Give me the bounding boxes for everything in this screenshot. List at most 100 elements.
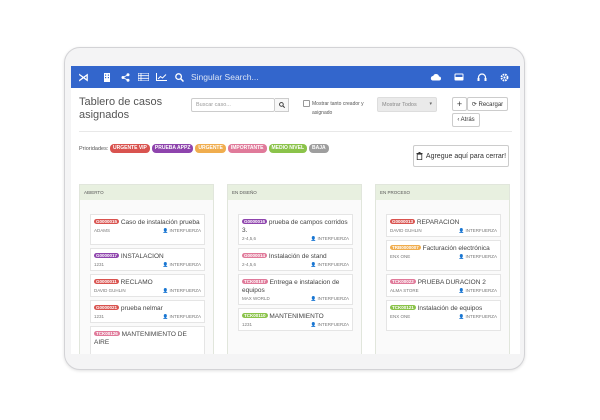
- case-title: Facturación electrónica: [422, 245, 490, 252]
- case-client: 1231: [94, 262, 105, 267]
- global-search-input[interactable]: Singular Search...: [191, 72, 259, 82]
- building-icon[interactable]: [98, 66, 116, 88]
- case-footer: ENX ONE 👤 INTERFUERZA: [387, 313, 500, 322]
- user-icon: 👤: [458, 288, 465, 293]
- user-icon: 👤: [162, 288, 169, 293]
- case-footer: 2-4,5,6 👤 INTERFUERZA: [239, 235, 352, 244]
- inbox-icon[interactable]: [447, 66, 470, 88]
- show-creator-label: Mostrar tanto creador y asignado: [312, 101, 364, 116]
- case-footer: DAVID GUHLIN 👤 INTERFUERZA: [91, 287, 204, 296]
- case-title-line: TRB0000007 Facturación electrónica: [387, 241, 500, 253]
- case-assignee: 👤 INTERFUERZA: [163, 228, 201, 234]
- page-title: Tablero de casos asignados: [79, 96, 163, 121]
- case-card[interactable]: TCK00121 Instalación de equipos ENX ONE …: [386, 300, 501, 331]
- case-assignee: 👤 INTERFUERZA: [311, 296, 349, 302]
- case-assignee: 👤 INTERFUERZA: [459, 254, 497, 260]
- priority-badge-urgente-vip: URGENTE VIP: [110, 144, 150, 153]
- case-title-line: G0000017 INSTALACION: [91, 249, 204, 261]
- case-assignee: 👤 INTERFUERZA: [163, 314, 201, 320]
- user-icon: 👤: [310, 236, 317, 241]
- user-icon: 👤: [310, 322, 317, 327]
- case-footer: 2-4,5,6 👤 INTERFUERZA: [239, 261, 352, 270]
- case-title-line: TCK00121 Instalación de equipos: [387, 301, 500, 313]
- case-card[interactable]: G0000015 Caso de instalación prueba ADAM…: [90, 214, 205, 245]
- close-drop-zone[interactable]: Agregue aquí para cerrar!: [413, 145, 509, 167]
- case-client: ENX ONE: [390, 254, 411, 259]
- case-card[interactable]: G0000016 prueba de campos corridos 3. 2-…: [238, 214, 353, 245]
- case-assignee-name: INTERFUERZA: [317, 296, 350, 301]
- case-title: PRUEBA DURACION 2: [417, 279, 486, 286]
- case-title: RECLAMO: [120, 279, 153, 286]
- case-client: MAX WORLD: [242, 296, 270, 301]
- case-footer: DAVID GUHLIN 👤 INTERFUERZA: [387, 227, 500, 236]
- case-card[interactable]: G0000021 prueba nelmar 1231 👤 INTERFUERZ…: [90, 300, 205, 323]
- priority-badge-prueba-appz: PRUEBA APPZ: [151, 144, 194, 153]
- app-logo-icon[interactable]: ⋊: [78, 71, 89, 84]
- user-icon: 👤: [310, 262, 317, 267]
- column-abierto: ABIERTO G0000015 Caso de instalación pru…: [79, 184, 214, 354]
- share-icon[interactable]: [116, 66, 134, 88]
- case-code-badge: G0000017: [94, 253, 120, 258]
- column-header: EN DISEÑO: [228, 185, 361, 200]
- case-code-badge: G0000011: [94, 279, 119, 284]
- case-title-line: G0000011 RECLAMO: [91, 275, 204, 287]
- user-icon: 👤: [310, 296, 317, 301]
- case-code-badge: G0000015: [94, 219, 120, 224]
- top-navbar: ⋊ Singular Search...: [71, 66, 520, 88]
- case-card[interactable]: TCK00110 MANTENIMIENTO 1231 👤 INTERFUERZ…: [238, 308, 353, 331]
- chart-icon[interactable]: [152, 66, 170, 88]
- case-code-badge: G0000014: [242, 253, 268, 258]
- case-assignee: 👤 INTERFUERZA: [459, 228, 497, 234]
- case-code-badge: TCK00107: [242, 279, 268, 284]
- priorities-label: Prioridades:: [79, 146, 109, 152]
- cloud-icon[interactable]: [424, 66, 447, 88]
- case-title-line: G0000021 prueba nelmar: [91, 301, 204, 313]
- priority-badge-urgente: URGENTE: [195, 144, 226, 153]
- headset-icon[interactable]: [470, 66, 493, 88]
- case-card[interactable]: TCK00107 Entrega e instalacion de equipo…: [238, 274, 353, 305]
- show-creator-checkbox[interactable]: [303, 100, 310, 107]
- case-card[interactable]: G0000013 REPARACION DAVID GUHLIN 👤 INTER…: [386, 214, 501, 237]
- user-icon: 👤: [162, 228, 169, 233]
- case-title: Caso de instalación prueba: [120, 219, 200, 226]
- case-search-button[interactable]: [275, 98, 289, 112]
- case-code-badge: TCK00022: [390, 279, 416, 284]
- case-card[interactable]: G0000017 INSTALACION 1231 👤 INTERFUERZA: [90, 248, 205, 271]
- priority-legend: URGENTE VIP PRUEBA APPZ URGENTE IMPORTAN…: [110, 144, 329, 153]
- case-assignee-name: INTERFUERZA: [169, 262, 202, 267]
- user-icon: 👤: [162, 262, 169, 267]
- case-search-input[interactable]: Buscar caso...: [191, 98, 275, 112]
- column-header: ABIERTO: [80, 185, 213, 200]
- case-title-line: TCK00126 MANTENIMIENTO DE AIRE: [91, 327, 204, 347]
- case-card[interactable]: G0000014 Instalación de stand 2-4,5,6 👤 …: [238, 248, 353, 271]
- filter-select[interactable]: Mostrar Todos ▾: [377, 97, 437, 112]
- case-card[interactable]: G0000011 RECLAMO DAVID GUHLIN 👤 INTERFUE…: [90, 274, 205, 297]
- case-client: 2-4,5,6: [242, 262, 257, 267]
- case-title-line: G0000015 Caso de instalación prueba: [91, 215, 204, 227]
- chevron-down-icon: ▾: [429, 101, 432, 107]
- case-footer: 1231 👤 INTERFUERZA: [91, 313, 204, 322]
- case-code-badge: TRB0000007: [390, 245, 421, 250]
- case-card[interactable]: TRB0000007 Facturación electrónica ENX O…: [386, 240, 501, 271]
- priority-badge-baja: BAJA: [309, 144, 329, 153]
- case-title: INSTALACION: [120, 253, 164, 260]
- case-card[interactable]: TCK00126 MANTENIMIENTO DE AIRE: [90, 326, 205, 354]
- search-icon[interactable]: [170, 66, 188, 88]
- case-card[interactable]: TCK00022 PRUEBA DURACION 2 ALMA STORE 👤 …: [386, 274, 501, 297]
- gear-icon[interactable]: [493, 66, 516, 88]
- user-icon: 👤: [458, 228, 465, 233]
- case-assignee-name: INTERFUERZA: [465, 314, 498, 319]
- reload-button[interactable]: ⟳ Recargar: [467, 97, 508, 111]
- case-client: DAVID GUHLIN: [94, 288, 126, 293]
- case-code-badge: TCK00121: [390, 305, 416, 310]
- case-assignee: 👤 INTERFUERZA: [163, 288, 201, 294]
- add-case-button[interactable]: +: [452, 97, 467, 111]
- case-footer: 1231 👤 INTERFUERZA: [239, 321, 352, 330]
- case-title-line: TCK00022 PRUEBA DURACION 2: [387, 275, 500, 287]
- back-button[interactable]: ‹ Atrás: [452, 113, 480, 127]
- case-assignee: 👤 INTERFUERZA: [311, 262, 349, 268]
- user-icon: 👤: [458, 254, 465, 259]
- list-icon[interactable]: [134, 66, 152, 88]
- case-footer: ENX ONE 👤 INTERFUERZA: [387, 253, 500, 262]
- search-icon: [278, 102, 285, 108]
